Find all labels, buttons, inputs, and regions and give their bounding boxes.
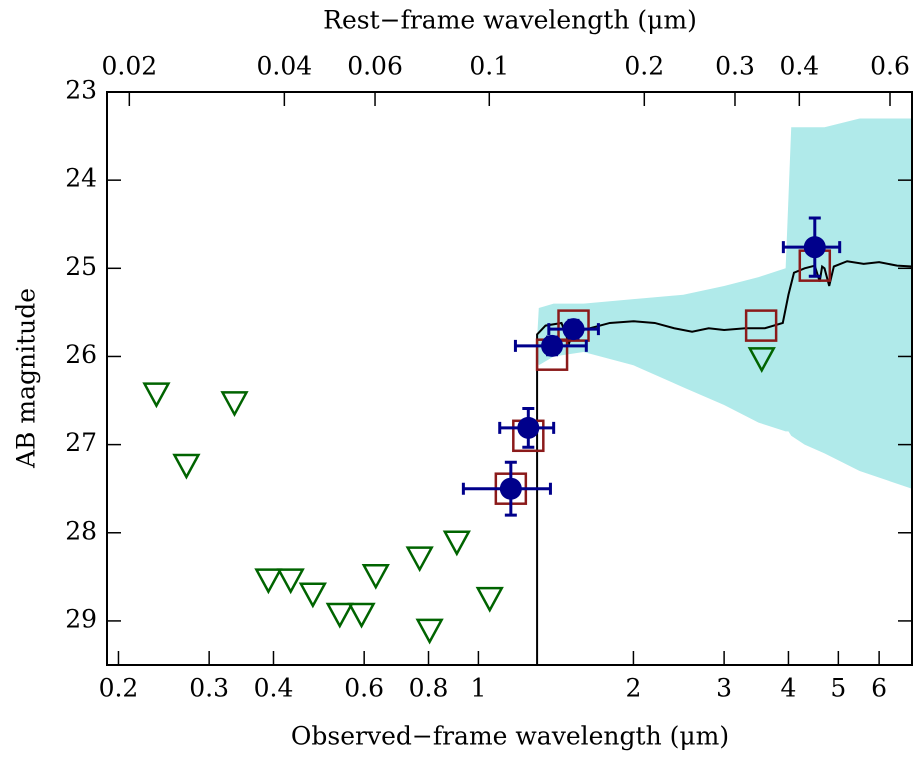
x2-tick-label: 0.06 xyxy=(347,52,403,81)
x2-tick-label: 0.3 xyxy=(715,52,755,81)
detection xyxy=(562,318,585,341)
x-tick-label: 0.8 xyxy=(409,674,449,703)
x-axis-label: Observed−frame wavelength (μm) xyxy=(291,722,729,751)
y-error-caps xyxy=(504,460,517,517)
x2-tick-label: 0.04 xyxy=(257,52,313,81)
y-tick-label: 26 xyxy=(65,340,97,369)
x-error-caps xyxy=(781,241,842,254)
y-tick-label: 25 xyxy=(65,252,97,281)
upper-limit xyxy=(405,546,434,573)
y-tick-label: 29 xyxy=(65,604,97,633)
x-tick-label: 0.2 xyxy=(99,674,139,703)
upper-limit xyxy=(475,586,504,613)
plot-area xyxy=(142,118,912,665)
x-tick-label: 3 xyxy=(716,674,732,703)
x2-tick-label: 0.2 xyxy=(624,52,664,81)
x-tick-label: 6 xyxy=(871,674,887,703)
upper-limit xyxy=(142,382,171,409)
detection xyxy=(541,334,564,357)
detection xyxy=(517,416,540,439)
upper-limit xyxy=(298,582,327,609)
y-axis-label: AB magnitude xyxy=(12,288,41,469)
y-tick-label: 24 xyxy=(65,164,97,193)
x2-tick-label: 0.6 xyxy=(870,52,910,81)
x-error-caps xyxy=(461,482,552,495)
x-tick-label: 4 xyxy=(780,674,796,703)
upper-limit xyxy=(276,568,305,595)
x2-axis-label: Rest−frame wavelength (μm) xyxy=(323,6,697,35)
y-error-caps xyxy=(808,216,821,278)
x-error-caps xyxy=(547,323,600,336)
detection xyxy=(499,477,522,500)
model-photometry xyxy=(557,309,590,342)
x2-tick-label: 0.02 xyxy=(101,52,157,81)
x-error-caps xyxy=(498,421,556,434)
detection xyxy=(803,236,826,259)
upper-limit xyxy=(347,602,376,629)
x2-tick-label: 0.1 xyxy=(469,52,509,81)
x-error-caps xyxy=(513,339,588,352)
upper-limit xyxy=(254,568,283,595)
x-tick-label: 2 xyxy=(625,674,641,703)
x2-tick-label: 0.4 xyxy=(779,52,819,81)
upper-limit xyxy=(747,347,776,373)
model-range xyxy=(537,118,912,489)
upper-limit xyxy=(415,618,444,645)
x-tick-label: 0.3 xyxy=(189,674,229,703)
model-photometry xyxy=(744,309,778,342)
x-tick-label: 1 xyxy=(470,674,486,703)
y-tick-label: 23 xyxy=(65,76,97,105)
x-tick-label: 5 xyxy=(830,674,846,703)
y-tick-label: 27 xyxy=(65,428,97,457)
y-tick-label: 28 xyxy=(65,516,97,545)
x-tick-label: 0.4 xyxy=(254,674,294,703)
upper-limit xyxy=(442,530,471,557)
upper-limit xyxy=(220,391,249,418)
upper-limit xyxy=(325,602,354,629)
upper-limit xyxy=(361,563,390,590)
upper-limit xyxy=(172,453,201,480)
plot-frame xyxy=(106,91,913,666)
x-tick-label: 0.6 xyxy=(344,674,384,703)
y-error-caps xyxy=(522,406,535,449)
